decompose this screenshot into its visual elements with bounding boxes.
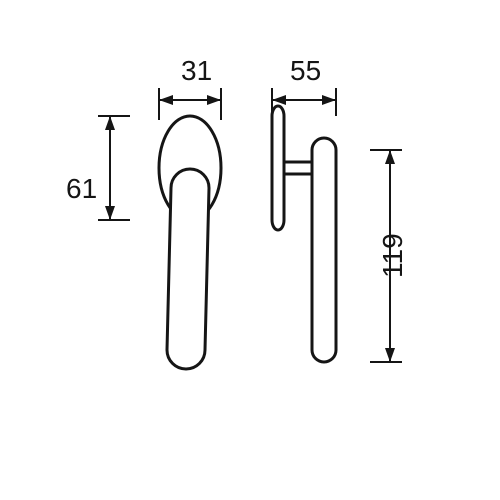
- dim-119-label: 119: [377, 233, 408, 278]
- side-spindle: [284, 162, 312, 174]
- dim-61-label: 61: [66, 173, 97, 204]
- front-lever: [167, 169, 209, 369]
- dim-55-label: 55: [290, 55, 321, 86]
- technical-drawing: 31 61 55 119: [0, 0, 500, 500]
- side-lever: [312, 138, 336, 362]
- side-plate: [272, 106, 284, 230]
- dim-31-label: 31: [181, 55, 212, 86]
